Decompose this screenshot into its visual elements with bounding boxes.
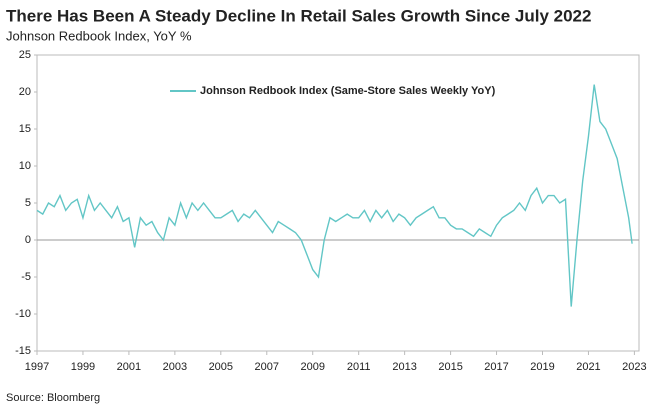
data-line [36, 84, 633, 307]
y-tick-label: 0 [25, 234, 31, 246]
x-tick-label: 2001 [117, 361, 141, 373]
source: Source: Bloomberg [6, 392, 100, 404]
x-tick-label: 2003 [163, 361, 187, 373]
x-tick-label: 2013 [392, 361, 416, 373]
x-tick-label: 2021 [576, 361, 600, 373]
x-tick-label: 1999 [71, 361, 95, 373]
y-tick-label: 5 [25, 197, 31, 209]
y-tick-label: 15 [19, 123, 31, 135]
plot-frame [36, 54, 640, 352]
x-tick-label: 2015 [438, 361, 462, 373]
y-tick-label: 10 [19, 160, 31, 172]
legend-label: Johnson Redbook Index (Same-Store Sales … [200, 85, 496, 97]
y-tick-label: 25 [19, 49, 31, 61]
x-tick-label: 2005 [209, 361, 233, 373]
x-tick-label: 2023 [622, 361, 646, 373]
chart-subtitle: Johnson Redbook Index, YoY % [6, 28, 192, 43]
y-tick-label: -10 [15, 308, 31, 320]
x-tick-label: 2009 [300, 361, 324, 373]
chart-title: There Has Been A Steady Decline In Retai… [6, 6, 591, 25]
x-tick-label: 2011 [347, 361, 371, 373]
y-tick-label: 20 [19, 86, 31, 98]
x-tick-label: 2019 [530, 361, 554, 373]
y-tick-label: -5 [21, 271, 31, 283]
x-tick-label: 2017 [484, 361, 508, 373]
x-tick-label: 1997 [25, 361, 49, 373]
x-tick-label: 2007 [255, 361, 279, 373]
y-tick-label: -15 [15, 345, 31, 357]
